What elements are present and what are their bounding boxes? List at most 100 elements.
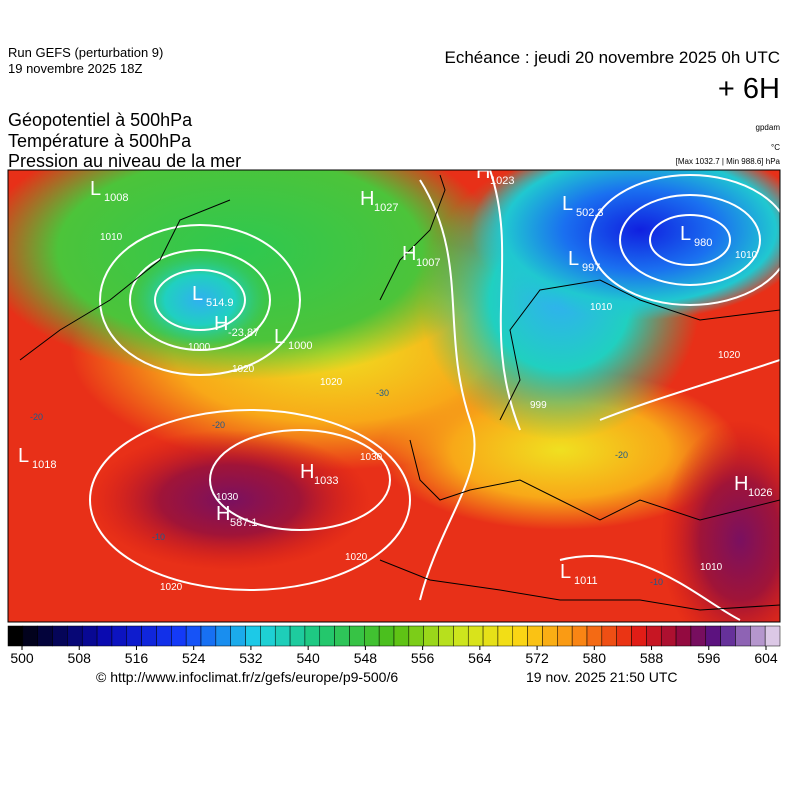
echeance: Echéance : jeudi 20 novembre 2025 0h UTC xyxy=(445,48,780,67)
colorbar-tick-label: 540 xyxy=(296,650,320,666)
unit: gpdam xyxy=(756,123,781,132)
colorbar-swatch xyxy=(408,625,424,647)
colorbar-swatch xyxy=(467,625,484,647)
center-value: 1008 xyxy=(104,192,128,204)
center-value: 514.9 xyxy=(206,297,234,309)
center-symbol: L xyxy=(90,178,101,200)
center-symbol: H xyxy=(216,503,230,525)
field-shade xyxy=(660,420,780,622)
colorbar-swatch xyxy=(349,625,365,647)
colorbar-swatch xyxy=(423,625,439,647)
center-value: 980 xyxy=(694,237,712,249)
isobar-label: 1030 xyxy=(216,492,239,503)
field-shade xyxy=(90,430,370,570)
colorbar-swatch xyxy=(260,625,276,647)
colorbar-tick-label: 516 xyxy=(125,650,149,666)
colorbar-swatch xyxy=(37,625,53,647)
temperature-label: -20 xyxy=(212,420,225,430)
colorbar-swatch xyxy=(512,625,528,647)
coastlines xyxy=(19,174,780,611)
center-symbol: H xyxy=(360,188,374,210)
isobar-label: 1010 xyxy=(735,250,758,261)
center-value: 1027 xyxy=(374,202,398,214)
center-symbol: H xyxy=(214,313,228,335)
center-value: -23.87 xyxy=(228,327,259,339)
center-symbol: L xyxy=(568,248,579,270)
center-value: 502.3 xyxy=(576,207,604,219)
isobar-label: 1030 xyxy=(360,452,383,463)
colorbar-swatch xyxy=(453,625,469,647)
colorbar-swatch xyxy=(557,625,573,647)
colorbar-swatch xyxy=(586,625,603,647)
colorbar-swatch xyxy=(304,625,321,647)
field: Température à 500hPa xyxy=(8,131,192,151)
generated: 19 nov. 2025 21:50 UTC xyxy=(526,669,678,685)
colorbar-swatch xyxy=(156,625,172,647)
center-symbol: L xyxy=(192,283,203,305)
isobars xyxy=(89,170,780,621)
temperature-label: -10 xyxy=(650,577,663,587)
field-shade xyxy=(470,170,780,320)
center-symbol: H xyxy=(402,243,416,265)
field: Géopotentiel à 500hPa xyxy=(8,110,193,130)
colorbar-swatch xyxy=(616,625,632,647)
colorbar-swatch xyxy=(527,625,543,647)
colorbar-tick-label: 524 xyxy=(182,650,206,666)
colorbar-swatch xyxy=(750,625,766,647)
colorbar-swatch xyxy=(52,625,68,647)
colorbar-swatch xyxy=(67,625,83,647)
colorbar-swatch xyxy=(675,625,692,647)
run: Run GEFS (perturbation 9) xyxy=(8,45,163,60)
colorbar-swatch xyxy=(215,625,231,647)
isobar-label: 1020 xyxy=(160,582,183,593)
colorbar-tick-label: 548 xyxy=(354,650,378,666)
colorbar-swatch xyxy=(96,625,113,647)
temperature-label: -10 xyxy=(152,532,165,542)
center-value: 1026 xyxy=(748,487,772,499)
colorbar-swatch xyxy=(601,625,617,647)
colorbar-tick-label: 604 xyxy=(754,650,778,666)
colorbar-swatch xyxy=(289,625,306,647)
center-value: 587.1 xyxy=(230,517,258,529)
center-symbol: L xyxy=(680,223,691,245)
center-symbol: H xyxy=(476,161,490,183)
colorbar-tick-label: 588 xyxy=(640,650,664,666)
isobar-label: 1020 xyxy=(345,552,368,563)
isobar-label: 1020 xyxy=(320,377,343,388)
colorbar-tick-label: 580 xyxy=(583,650,607,666)
isobar-label: 1010 xyxy=(700,562,723,573)
center-value: 1018 xyxy=(32,459,56,471)
isobar-label: 1010 xyxy=(100,232,123,243)
field-shade xyxy=(130,250,270,350)
colorbar-swatch xyxy=(646,625,662,647)
colorbar-swatch xyxy=(364,625,380,647)
center-symbol: L xyxy=(560,561,571,583)
colorbar-swatch xyxy=(245,625,261,647)
colorbar-tick-label: 532 xyxy=(239,650,263,666)
colorbar-swatch xyxy=(141,625,157,647)
colorbar-swatch xyxy=(274,625,291,647)
header: Run GEFS (perturbation 9) 19 novembre 20… xyxy=(8,45,781,171)
isobar-label: 1020 xyxy=(232,364,255,375)
source: © http://www.infoclimat.fr/z/gefs/europe… xyxy=(96,669,398,685)
center-value: 1023 xyxy=(490,175,514,187)
colorbar-swatch xyxy=(126,625,142,647)
temperature-label: -20 xyxy=(615,450,628,460)
isobar-label: 1010 xyxy=(590,302,613,313)
colorbar-swatch xyxy=(438,625,454,647)
center-symbol: L xyxy=(274,326,285,348)
colorbar-swatch xyxy=(482,625,499,647)
colorbar-swatch xyxy=(735,625,751,647)
center-value: 997 xyxy=(582,262,600,274)
center-value: 1033 xyxy=(314,475,338,487)
colorbar-swatch xyxy=(319,625,335,647)
colorbar-swatch xyxy=(631,625,647,647)
colorbar-swatch xyxy=(660,625,677,647)
temperature-label: -20 xyxy=(30,412,43,422)
colorbar-tick-label: 508 xyxy=(68,650,92,666)
colorbar-swatch xyxy=(7,625,24,647)
footer: © http://www.infoclimat.fr/z/gefs/europe… xyxy=(96,669,678,685)
unit: [Max 1032.7 | Min 988.6] hPa xyxy=(676,157,781,166)
